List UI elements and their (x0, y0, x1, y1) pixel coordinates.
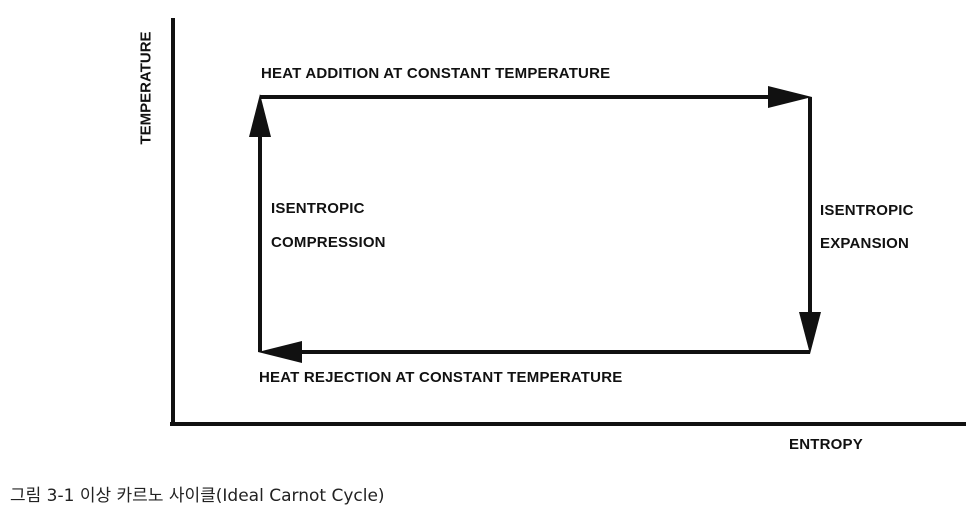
isentropic-expansion-label-line1: ISENTROPIC (820, 202, 914, 219)
heat-rejection-label: HEAT REJECTION AT CONSTANT TEMPERATURE (259, 369, 623, 386)
isentropic-compression-label-line2: COMPRESSION (271, 234, 386, 251)
heat-addition-arrowhead (768, 86, 812, 108)
isentropic-compression-arrowhead (249, 94, 271, 137)
isentropic-compression-label-line1: ISENTROPIC (271, 200, 365, 217)
y-axis-label: TEMPERATURE (137, 31, 155, 145)
isentropic-expansion-arrowhead (799, 312, 821, 354)
heat-addition-label: HEAT ADDITION AT CONSTANT TEMPERATURE (261, 65, 611, 82)
figure-caption: 그림 3-1 이상 카르노 사이클(Ideal Carnot Cycle) (10, 486, 385, 506)
isentropic-expansion-label-line2: EXPANSION (820, 235, 910, 252)
heat-rejection-arrowhead (258, 341, 302, 363)
x-axis-label: ENTROPY (789, 436, 863, 453)
